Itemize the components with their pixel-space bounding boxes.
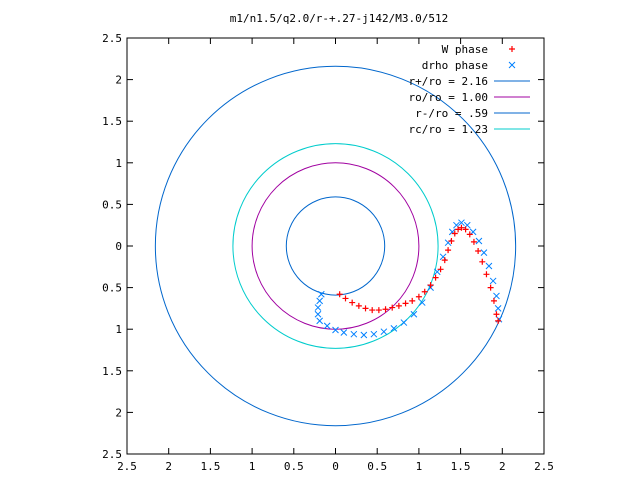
legend-swatch-drho-phase [508, 61, 516, 69]
w-phase-point [475, 247, 482, 254]
legend: W phase drho phase r+/ro = 2.16 ro/ro = 1.0… [409, 43, 530, 136]
w-phase-point [458, 224, 465, 231]
y-tick-label: 2.5 [102, 32, 122, 45]
y-tick-label: 1 [115, 157, 122, 170]
drho-phase-point [317, 290, 325, 298]
circle-rminus-line [285, 196, 386, 296]
y-tick-label: 1.5 [102, 365, 122, 378]
x-tick-label: 0.5 [367, 460, 387, 473]
drho-phase-point [370, 330, 378, 338]
legend-swatch-w-phase [509, 46, 515, 52]
drho-phase-point [390, 325, 398, 332]
w-phase-point [395, 302, 402, 309]
drho-phase-point [489, 277, 497, 285]
w-phase-point [402, 300, 409, 307]
w-phase-point [462, 226, 469, 233]
drho-phase-point [494, 305, 502, 312]
drho-phase-point [314, 310, 322, 318]
w-phase-point [342, 295, 349, 302]
w-phase-point [389, 304, 396, 311]
axis-ticks [126, 37, 545, 455]
y-tick-label: 0.5 [102, 282, 122, 295]
w-phase-point [493, 311, 500, 318]
legend-label: ro/ro = 1.00 [409, 91, 488, 104]
y-tick-label: 2.5 [102, 448, 122, 461]
w-phase-point [483, 271, 490, 278]
y-tick-label: 2 [115, 74, 122, 87]
w-phase-point [349, 299, 356, 306]
drho-phase-point [485, 262, 493, 270]
w-phase-series [336, 224, 502, 324]
w-phase-point [451, 230, 458, 237]
w-phase-point [432, 274, 439, 281]
w-phase-point [437, 266, 444, 273]
x-tick-label: 2.5 [117, 460, 137, 473]
w-phase-point [490, 297, 497, 304]
drho-phase-point [314, 304, 322, 311]
w-phase-point [479, 258, 486, 265]
w-phase-point [487, 284, 494, 291]
w-phase-point [470, 238, 477, 245]
drho-phase-point [400, 319, 408, 326]
drho-phase-point [332, 326, 339, 334]
w-phase-point [382, 306, 389, 313]
drho-phase-point [316, 317, 324, 325]
drho-phase-point [316, 297, 324, 305]
x-tick-label: 0.5 [284, 460, 304, 473]
x-tick-label: 1 [416, 460, 423, 473]
drho-phase-point [360, 331, 368, 339]
plot-series [154, 65, 517, 427]
x-tick-label: 2 [499, 460, 506, 473]
legend-label: r-/ro = .59 [415, 107, 488, 120]
y-tick-label: 1 [115, 323, 122, 336]
y-tick-label: 0.5 [102, 198, 122, 211]
drho-phase-point [410, 310, 418, 318]
x-tick-label: 0 [332, 460, 339, 473]
circle-rc-line [232, 143, 439, 349]
w-phase-point [427, 282, 434, 289]
drho-phase-point [323, 322, 331, 330]
w-phase-point [441, 257, 448, 264]
chart-title: m1/n1.5/q2.0/r-+.27-j142/M3.0/512 [230, 12, 449, 25]
drho-phase-point [475, 237, 483, 245]
w-phase-point [448, 238, 455, 245]
circle-rplus-line [154, 65, 517, 427]
w-phase-point [495, 317, 502, 324]
w-phase-point [455, 226, 462, 233]
drho-phase-point [340, 329, 348, 336]
legend-label: drho phase [422, 59, 488, 72]
w-phase-point [445, 247, 452, 254]
drho-phase-point [480, 249, 488, 257]
w-phase-point [421, 288, 428, 295]
w-phase-point [466, 231, 473, 238]
w-phase-point [375, 307, 382, 314]
axis-tick-labels: 2.5 2 1.5 1 0.5 0 0.5 1 1.5 2 2.52.521.510.500.511… [102, 32, 554, 473]
x-tick-label: 2.5 [534, 460, 554, 473]
w-phase-point [415, 293, 422, 300]
circle-ro-line [251, 162, 420, 330]
y-tick-label: 2 [115, 406, 122, 419]
w-phase-point [409, 297, 416, 304]
legend-label: rc/ro = 1.23 [409, 123, 488, 136]
legend-label: W phase [442, 43, 488, 56]
y-tick-label: 1.5 [102, 115, 122, 128]
y-tick-label: 0 [115, 240, 122, 253]
drho-phase-point [380, 328, 388, 336]
drho-phase-point [350, 330, 358, 338]
w-phase-point [369, 307, 376, 314]
w-phase-point [355, 302, 362, 309]
drho-phase-point [418, 299, 426, 306]
drho-phase-point [458, 219, 465, 227]
x-tick-label: 1.5 [451, 460, 471, 473]
legend-label: r+/ro = 2.16 [409, 75, 488, 88]
x-tick-label: 1 [249, 460, 256, 473]
w-phase-point [362, 305, 369, 312]
x-tick-label: 1.5 [200, 460, 220, 473]
drho-phase-series [314, 219, 503, 339]
w-phase-point [336, 291, 343, 298]
x-tick-label: 2 [165, 460, 172, 473]
